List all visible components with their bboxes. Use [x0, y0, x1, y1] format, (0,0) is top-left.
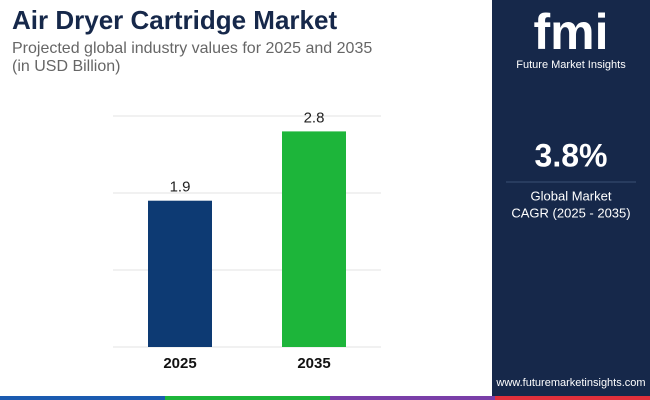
website: www.futuremarketinsights.com	[495, 377, 645, 389]
stripe	[495, 396, 650, 400]
cagr-label: CAGR (2025 - 2035)	[511, 205, 630, 220]
stripe	[0, 396, 165, 400]
cagr-label: Global Market	[531, 188, 612, 203]
stripe	[165, 396, 330, 400]
sidebar	[492, 0, 650, 400]
stripe	[330, 396, 495, 400]
cagr-value: 3.8%	[535, 137, 608, 173]
value-label: 2.8	[304, 109, 325, 126]
chart-subtitle: Projected global industry values for 202…	[12, 40, 372, 57]
bar	[282, 131, 346, 347]
chart-title: Air Dryer Cartridge Market	[12, 5, 337, 35]
x-tick-label: 2035	[297, 355, 330, 372]
logo: fmi	[534, 4, 609, 60]
brand: Future Market Insights	[516, 59, 626, 71]
chart-subtitle: (in USD Billion)	[12, 58, 120, 75]
value-label: 1.9	[170, 179, 191, 196]
bar	[148, 200, 212, 347]
x-tick-label: 2025	[163, 355, 196, 372]
